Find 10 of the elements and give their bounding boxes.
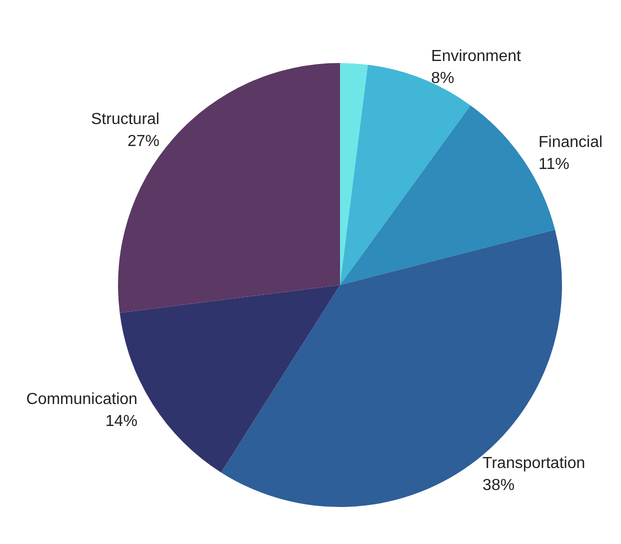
slice-label: Communication [26, 390, 138, 408]
slice-label: Structural [91, 110, 160, 128]
slice-label: Transportation [482, 454, 586, 472]
data-label: 11% [538, 156, 570, 173]
data-label: 38% [482, 476, 515, 494]
slice-label: Environment [431, 48, 522, 65]
data-label: 14% [105, 412, 138, 430]
data-label: 8% [431, 70, 454, 87]
slice-label: Financial [538, 134, 603, 151]
data-label: 27% [127, 132, 160, 150]
